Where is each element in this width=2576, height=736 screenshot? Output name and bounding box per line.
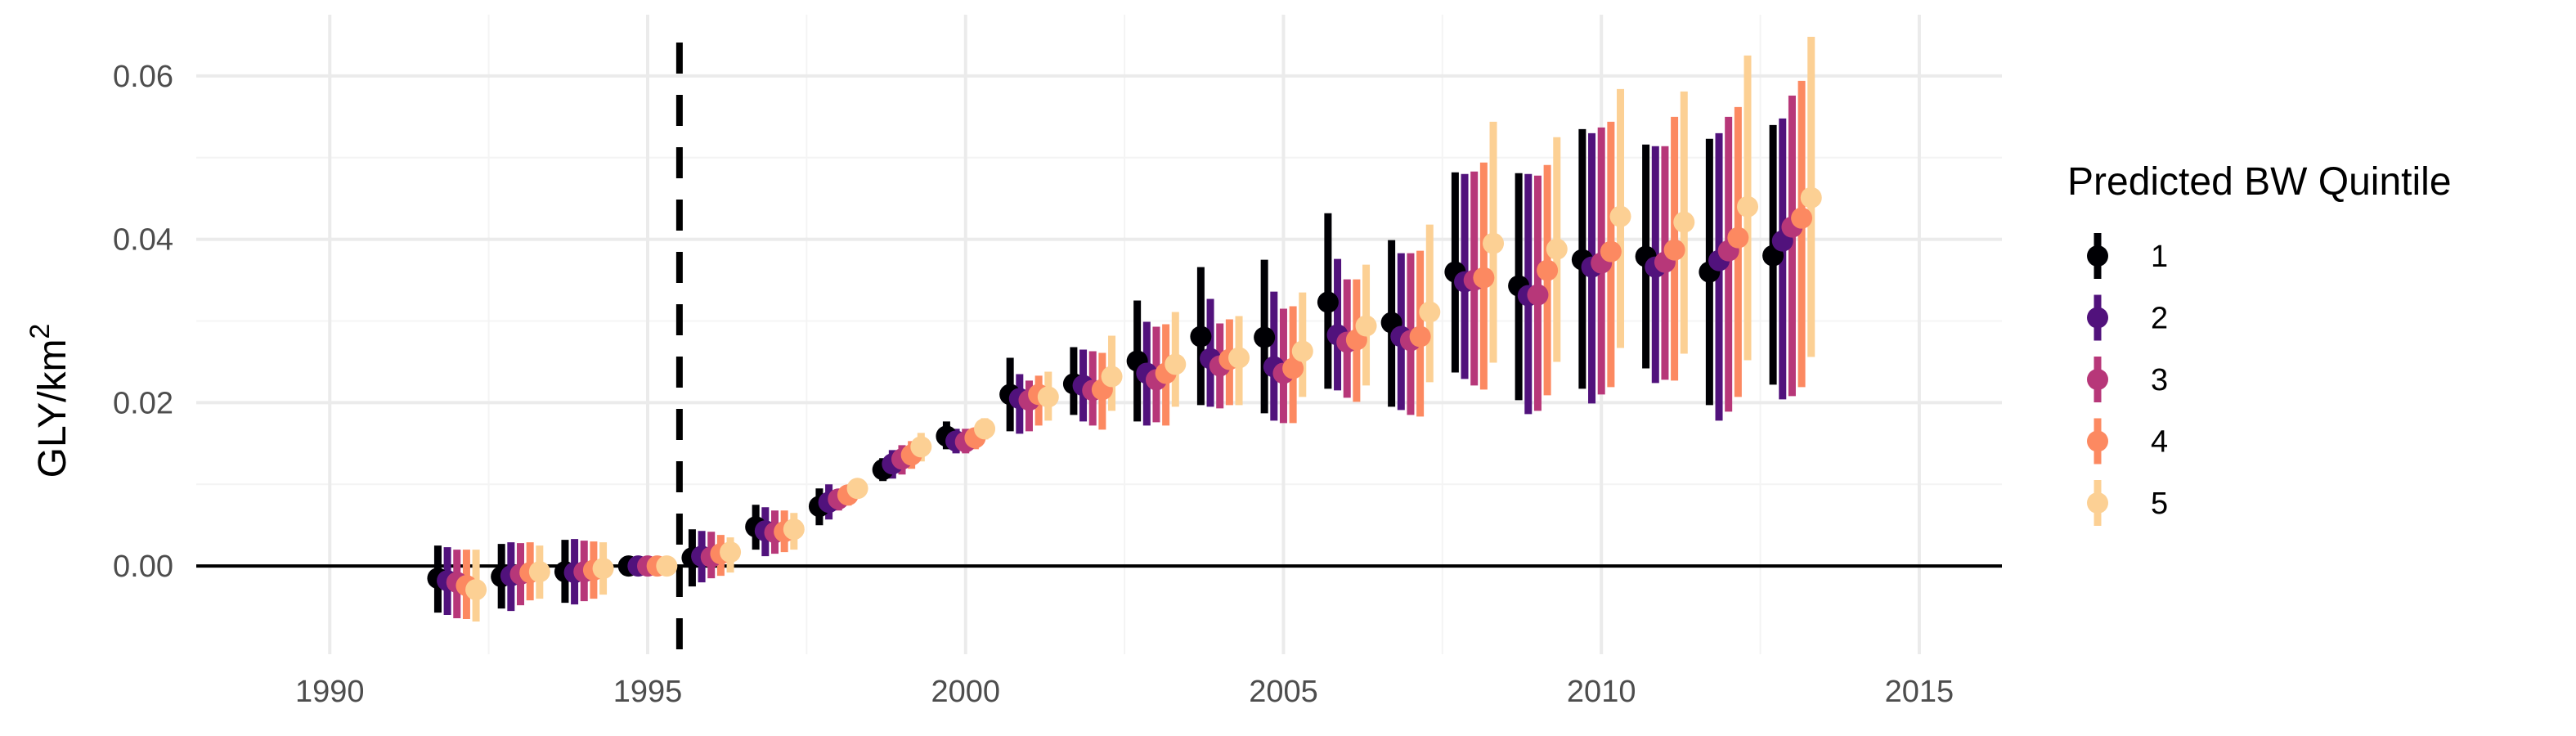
point-quintile-5 [656, 555, 678, 577]
point-quintile-5 [1228, 347, 1250, 369]
y-axis-title-superscript: 2 [25, 324, 56, 339]
point-quintile-5 [1673, 211, 1695, 233]
x-tick-label: 2010 [1567, 675, 1636, 709]
point-quintile-5 [1101, 366, 1123, 388]
y-tick-label: 0.06 [113, 60, 173, 94]
y-axis-title-text: GLY/km [31, 339, 74, 478]
legend-label: 2 [2151, 302, 2168, 336]
point-quintile-4 [1282, 357, 1304, 379]
point-quintile-5 [1165, 353, 1187, 375]
y-tick-label: 0.00 [113, 550, 173, 584]
point-quintile-1 [1190, 325, 1212, 348]
point-quintile-5 [1546, 238, 1568, 260]
legend-key-point [2087, 307, 2108, 329]
point-quintile-5 [974, 418, 996, 440]
legend-label: 5 [2151, 487, 2168, 521]
point-quintile-5 [592, 558, 614, 580]
point-quintile-4 [1727, 227, 1749, 249]
point-quintile-5 [783, 518, 805, 541]
legend-key-point [2087, 369, 2108, 390]
points [427, 186, 1822, 601]
point-quintile-1 [1317, 291, 1339, 313]
x-tick-label: 1990 [295, 675, 365, 709]
point-quintile-4 [1537, 259, 1559, 281]
point-quintile-5 [910, 436, 932, 458]
point-quintile-5 [1483, 232, 1505, 254]
point-quintile-5 [1737, 195, 1759, 218]
point-quintile-5 [846, 478, 868, 500]
legend-key-point [2087, 245, 2108, 267]
legend-label: 4 [2151, 425, 2168, 460]
point-quintile-5 [1291, 340, 1313, 362]
x-tick-label: 2015 [1885, 675, 1954, 709]
point-quintile-4 [1663, 239, 1685, 261]
y-tick-label: 0.04 [113, 223, 173, 258]
point-quintile-4 [1473, 267, 1495, 289]
point-quintile-5 [528, 561, 550, 583]
point-quintile-3 [1527, 284, 1549, 306]
point-quintile-4 [1600, 240, 1622, 263]
legend-label: 1 [2151, 240, 2168, 274]
point-quintile-5 [1800, 186, 1822, 209]
reference-lines [196, 43, 2002, 654]
legend-key-point [2087, 492, 2108, 514]
y-axis-title: GLY/km2 [25, 324, 74, 478]
point-quintile-5 [465, 579, 487, 601]
x-tick-label: 2005 [1249, 675, 1318, 709]
legend-label: 3 [2151, 363, 2168, 397]
point-quintile-5 [1355, 315, 1377, 337]
axes: 1990 1995 2000 2005 2010 2015 0.00 0.02 0.04 0.06 [113, 60, 1954, 709]
y-tick-label: 0.02 [113, 386, 173, 420]
point-quintile-5 [1609, 205, 1631, 227]
x-tick-label: 1995 [613, 675, 683, 709]
x-tick-label: 2000 [931, 675, 1000, 709]
point-quintile-5 [1037, 386, 1059, 408]
point-quintile-5 [1419, 301, 1441, 323]
point-quintile-1 [1254, 326, 1276, 348]
legend: Predicted BW Quintile 1 2 3 4 5 [2067, 160, 2452, 526]
point-quintile-4 [1409, 325, 1431, 348]
point-quintile-4 [1791, 207, 1813, 229]
point-quintile-5 [720, 541, 742, 563]
legend-title: Predicted BW Quintile [2067, 160, 2452, 204]
legend-key-point [2087, 430, 2108, 452]
